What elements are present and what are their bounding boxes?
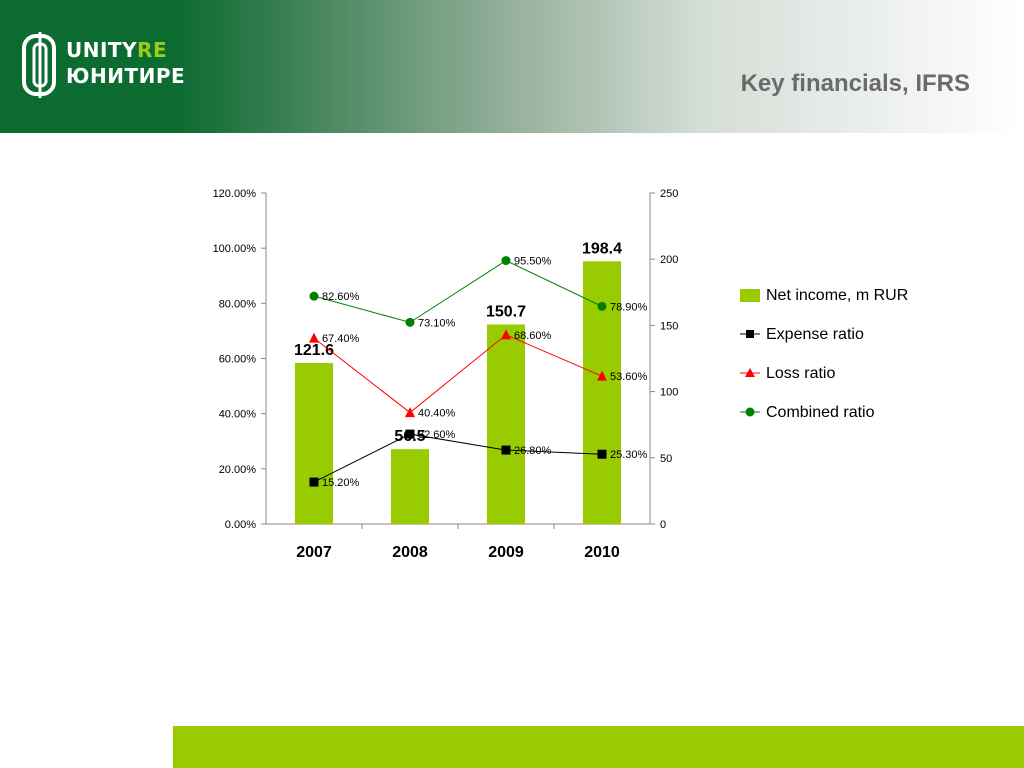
data-point-triangle: [501, 329, 511, 340]
data-point-square: [501, 445, 511, 455]
left-axis-tick-label: 100.00%: [213, 243, 257, 255]
data-point-circle: [405, 317, 415, 327]
right-axis-tick-label: 150: [660, 320, 678, 332]
line-square-series: [313, 433, 603, 483]
data-point-circle: [309, 291, 319, 301]
line-data-label: 32.60%: [418, 429, 456, 441]
logo-text-cyrillic: ЮНИТИРЕ: [66, 64, 186, 88]
legend-swatch-icon: [740, 368, 760, 377]
legend-label: Expense ratio: [766, 326, 864, 343]
legend-swatch-icon: [740, 407, 760, 417]
data-point-triangle: [405, 407, 415, 418]
line-data-label: 95.50%: [514, 256, 552, 268]
line-data-label: 15.20%: [322, 477, 360, 489]
line-data-label: 26.80%: [514, 445, 552, 457]
data-point-triangle: [597, 370, 607, 381]
legend-label: Loss ratio: [766, 365, 836, 382]
left-axis-tick-label: 120.00%: [213, 188, 257, 200]
line-data-label: 73.10%: [418, 317, 456, 329]
data-point-circle: [597, 301, 607, 311]
legend-label: Combined ratio: [766, 404, 875, 421]
line-data-label: 40.40%: [418, 408, 456, 420]
legend-item: Net income, m RUR: [740, 285, 908, 324]
logo-mark-icon: [22, 32, 56, 98]
bar-net-income: [487, 324, 525, 524]
data-point-square: [597, 449, 607, 459]
line-data-label: 82.60%: [322, 291, 360, 303]
data-point-square: [405, 429, 415, 439]
legend-item: Expense ratio: [740, 324, 908, 363]
left-axis-tick-label: 40.00%: [219, 409, 257, 421]
header-banner: [0, 0, 1024, 133]
right-axis-tick-label: 100: [660, 387, 678, 399]
legend-label: Net income, m RUR: [766, 287, 909, 304]
right-axis-tick-label: 0: [660, 519, 666, 531]
line-triangle-series: [313, 334, 603, 414]
right-axis-tick-label: 250: [660, 188, 678, 200]
line-data-label: 53.60%: [610, 371, 648, 383]
bar-data-label: 150.7: [486, 303, 526, 320]
line-data-label: 25.30%: [610, 449, 648, 461]
x-axis-tick-label: 2007: [296, 544, 332, 561]
data-point-square: [309, 477, 319, 487]
company-logo: UNITYRE ЮНИТИРЕ: [22, 30, 186, 102]
x-axis-tick-label: 2008: [392, 544, 428, 561]
data-point-triangle: [309, 332, 319, 343]
right-axis-tick-label: 200: [660, 254, 678, 266]
bar-data-label: 198.4: [582, 240, 622, 257]
left-axis-tick-label: 60.00%: [219, 354, 257, 366]
legend-swatch-icon: [740, 289, 760, 302]
left-axis-tick-label: 0.00%: [225, 519, 256, 531]
line-circle-series: [313, 260, 603, 323]
line-data-label: 78.90%: [610, 301, 648, 313]
x-axis-tick-label: 2009: [488, 544, 524, 561]
line-data-label: 67.40%: [322, 333, 360, 345]
bar-net-income: [295, 363, 333, 524]
legend-item: Loss ratio: [740, 363, 908, 402]
left-axis-tick-label: 80.00%: [219, 298, 257, 310]
left-axis-tick-label: 20.00%: [219, 464, 257, 476]
data-point-circle: [501, 256, 511, 266]
chart-legend: Net income, m RUR Expense ratio Loss ratio…: [740, 285, 908, 441]
legend-swatch-icon: [740, 330, 760, 338]
line-data-label: 68.60%: [514, 330, 552, 342]
slide-title: Key financials, IFRS: [740, 70, 970, 97]
legend-item: Combined ratio: [740, 402, 908, 441]
logo-text-latin: UNITYRE: [66, 38, 168, 62]
x-axis-tick-label: 2010: [584, 544, 620, 561]
bar-net-income: [391, 449, 429, 524]
right-axis-tick-label: 50: [660, 453, 672, 465]
footer-bar: [173, 726, 1024, 768]
